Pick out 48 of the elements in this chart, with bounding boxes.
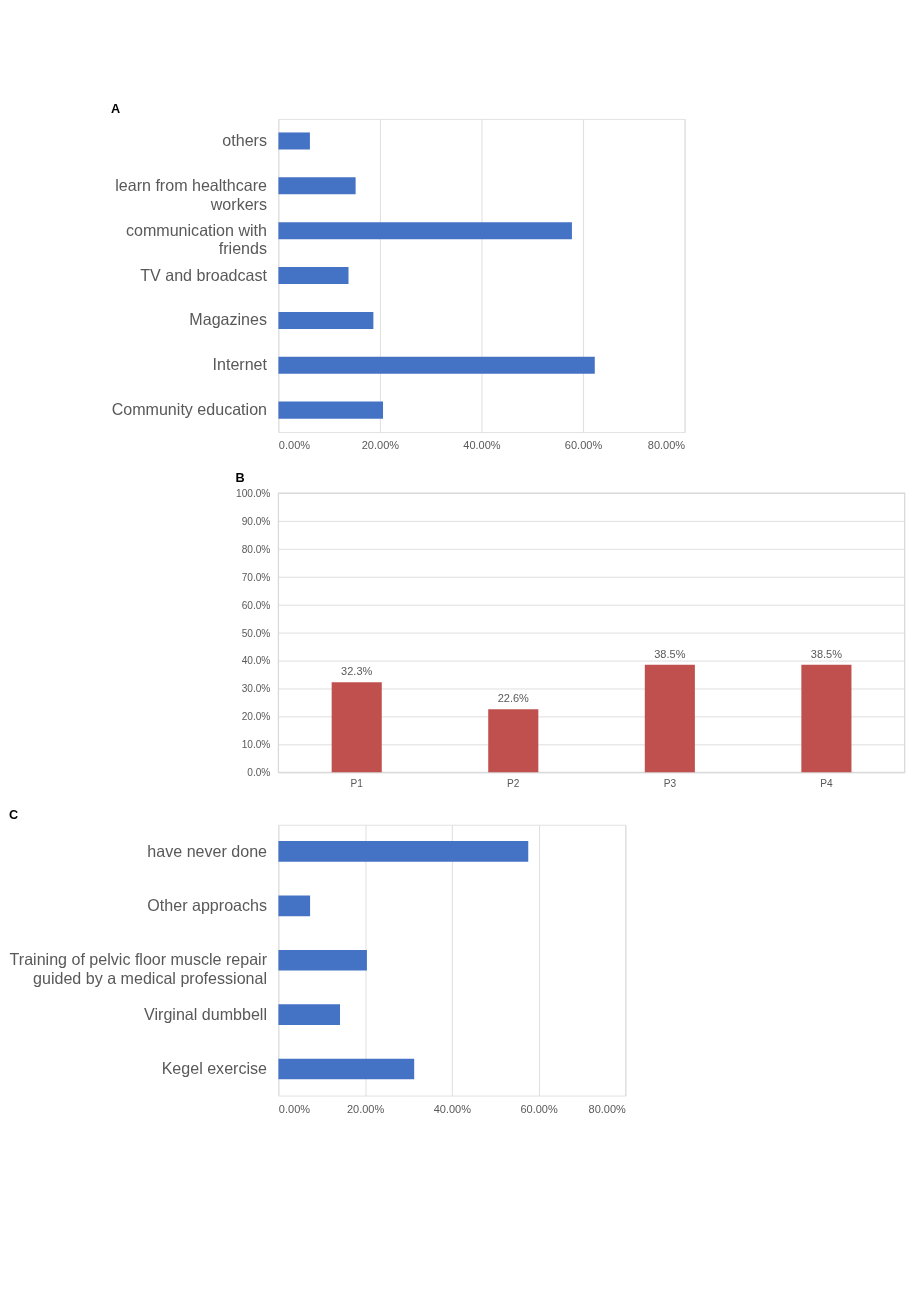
y-tick-label: 30.0% [241,683,271,695]
y-tick-label: Training of pelvic floor muscle repair guided by a medical professional [9,950,268,987]
y-tick-label: 20.0% [241,711,271,723]
y-tick-label: 40.0% [241,655,271,667]
x-tick-label: 80.00% [588,1102,627,1115]
x-tick-label: P4 [820,778,833,790]
x-tick-label: 60.00% [564,439,603,452]
y-tick-label: Virginal dumbbell [144,1004,268,1023]
y-tick-label: Kegel exercise [161,1059,268,1078]
text: A [111,102,121,117]
y-tick-label: 50.0% [241,627,271,639]
x-tick-label: 60.00% [520,1102,558,1115]
y-tick-label: Community education [111,400,268,419]
data-label: 38.5% [810,648,843,661]
data-label: 32.3% [341,665,373,678]
y-tick-label: 80.0% [241,543,271,555]
bar [644,664,695,773]
y-tick-label: learn from healthcare workers [115,175,268,213]
x-tick-label: 0.00% [278,1102,311,1115]
y-tick-label: 100.0% [235,487,271,499]
x-tick-label: 80.00% [647,439,686,452]
text: C [8,807,19,822]
data-label: 22.6% [497,692,530,705]
y-tick-label: TV and broadcast [140,265,268,284]
x-tick-label: P1 [350,778,364,790]
x-tick-label: 40.00% [463,439,501,452]
bar [801,664,852,773]
x-tick-label: 0.00% [278,439,311,452]
y-tick-label: Magazines [189,310,268,329]
y-tick-label: 0.0% [247,767,271,779]
y-tick-label: have never done [147,841,268,860]
x-tick-label: 20.00% [346,1102,385,1115]
bar [331,682,382,773]
x-tick-label: 20.00% [361,439,400,452]
y-tick-label: communication with friends [125,220,268,258]
y-tick-label: 60.0% [241,599,271,611]
y-tick-label: 70.0% [241,571,271,583]
x-tick-label: P3 [663,778,677,790]
y-tick-label: Internet [212,355,268,374]
x-tick-label: P2 [507,778,520,790]
bar [488,709,539,773]
y-tick-label: 90.0% [241,515,271,527]
y-tick-label: others [222,131,268,150]
x-tick-label: 40.00% [433,1102,472,1115]
y-tick-label: Other approachs [147,895,268,914]
y-tick-label: 10.0% [241,739,271,751]
chart-title: B [235,471,245,486]
data-label: 38.5% [654,648,686,661]
